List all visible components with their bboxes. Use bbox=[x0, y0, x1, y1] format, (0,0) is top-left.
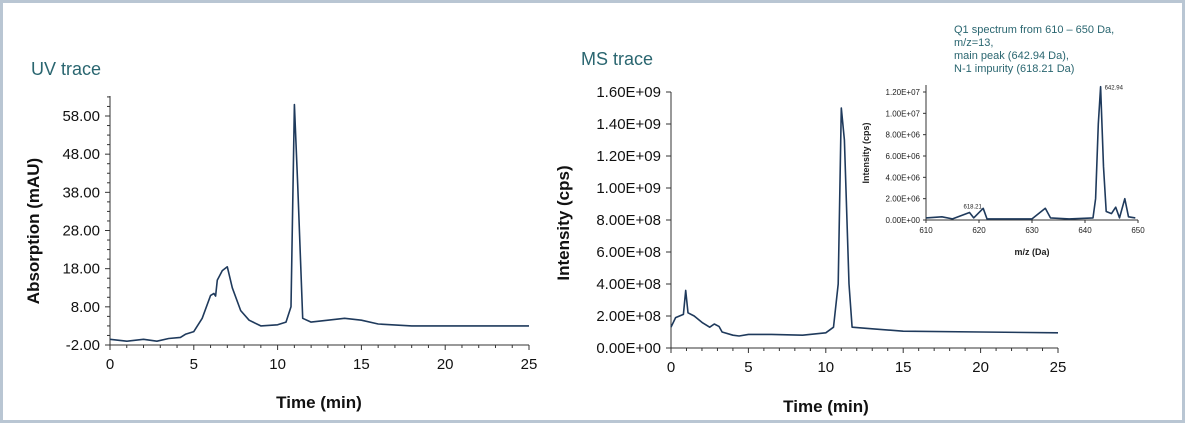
chart-0-x-label: Time (min) bbox=[276, 393, 362, 412]
chart-2-peak-label: 618.21 bbox=[964, 205, 983, 211]
chart-2-y-tick-label: 2.00E+06 bbox=[886, 195, 921, 204]
chart-2-y-tick-label: 8.00E+06 bbox=[886, 131, 921, 140]
chart-0-y-tick-label: 48.00 bbox=[62, 146, 100, 163]
chart-0-x-tick-label: 20 bbox=[437, 356, 454, 373]
chart-0-x-tick-label: 10 bbox=[269, 356, 286, 373]
chart-0-x-tick-label: 15 bbox=[353, 356, 370, 373]
chart-2-x-tick-label: 630 bbox=[1025, 226, 1039, 235]
chart-0-y-tick-label: 18.00 bbox=[62, 261, 100, 278]
chart-2-x-tick-label: 620 bbox=[972, 226, 986, 235]
chart-2-y-tick-label: 4.00E+06 bbox=[886, 173, 921, 182]
chart-2-x-label: m/z (Da) bbox=[1014, 247, 1049, 257]
chart-1-y-tick-label: 6.00E+08 bbox=[596, 244, 661, 261]
chart-1-trace-line bbox=[670, 107, 1059, 337]
chart-0-y-label: Absorption (mAU) bbox=[24, 158, 43, 304]
chart-0-x-tick-label: 25 bbox=[521, 356, 538, 373]
chart-1-x-tick-label: 15 bbox=[895, 359, 912, 376]
chart-2-annotation-line: Q1 spectrum from 610 – 650 Da, bbox=[954, 24, 1114, 36]
chart-2-x-tick-label: 610 bbox=[919, 226, 933, 235]
chart-2-peak-label: 642.94 bbox=[1105, 86, 1124, 92]
chart-0-y-tick-label: 28.00 bbox=[62, 223, 100, 240]
chart-2-x-tick-label: 650 bbox=[1131, 226, 1145, 235]
chart-1-x-label: Time (min) bbox=[783, 397, 869, 416]
chart-2-y-tick-label: 0.00E+00 bbox=[886, 216, 921, 225]
chart-0-trace-line bbox=[109, 103, 529, 342]
chart-1-y-tick-label: 8.00E+08 bbox=[596, 212, 661, 229]
chart-0-y-tick-label: -2.00 bbox=[66, 337, 100, 354]
chart-0-title: UV trace bbox=[31, 59, 101, 79]
chart-1-y-label: Intensity (cps) bbox=[554, 165, 573, 280]
chart-1-x-tick-label: 20 bbox=[972, 359, 989, 376]
figure-svg: UV trace 0 5 10 15 20 25 -2.00 8.00 18.00 28.00 38.… bbox=[24, 24, 1145, 416]
chart-1-y-tick-label: 4.00E+08 bbox=[596, 276, 661, 293]
chart-2-annotation-line: N-1 impurity (618.21 Da) bbox=[954, 63, 1074, 75]
chart-1-y-tick-label: 1.00E+09 bbox=[596, 180, 661, 197]
chart-1-y-tick-label: 1.60E+09 bbox=[596, 84, 661, 101]
chart-1-x-tick-label: 0 bbox=[667, 359, 675, 376]
chart-0-y-tick-label: 8.00 bbox=[71, 299, 100, 316]
chart-2-annotation-line: main peak (642.94 Da), bbox=[954, 50, 1069, 62]
chart-0-y-tick-label: 58.00 bbox=[62, 108, 100, 125]
chart-2-y-tick-label: 1.20E+07 bbox=[886, 88, 921, 97]
chart-2-annotation-line: m/z=13, bbox=[954, 37, 993, 49]
chart-2-trace-line bbox=[925, 85, 1136, 220]
chart-2-y-label: Intensity (cps) bbox=[861, 122, 871, 183]
chart-0-x-tick-label: 5 bbox=[190, 356, 198, 373]
chart-2-y-tick-label: 1.00E+07 bbox=[886, 109, 921, 118]
chart-1-x-tick-label: 5 bbox=[744, 359, 752, 376]
chart-1-y-tick-label: 2.00E+08 bbox=[596, 308, 661, 325]
chart-0-x-tick-label: 0 bbox=[106, 356, 114, 373]
chart-1-y-tick-label: 0.00E+00 bbox=[596, 340, 661, 357]
chart-1-x-tick-label: 25 bbox=[1050, 359, 1067, 376]
chart-2-x-tick-label: 640 bbox=[1078, 226, 1092, 235]
chart-2-y-tick-label: 6.00E+06 bbox=[886, 152, 921, 161]
chart-1-x-tick-label: 10 bbox=[817, 359, 834, 376]
chart-0-y-tick-label: 38.00 bbox=[62, 184, 100, 201]
chart-1-y-tick-label: 1.20E+09 bbox=[596, 148, 661, 165]
chart-1-y-tick-label: 1.40E+09 bbox=[596, 116, 661, 133]
chart-1-title: MS trace bbox=[581, 49, 653, 69]
